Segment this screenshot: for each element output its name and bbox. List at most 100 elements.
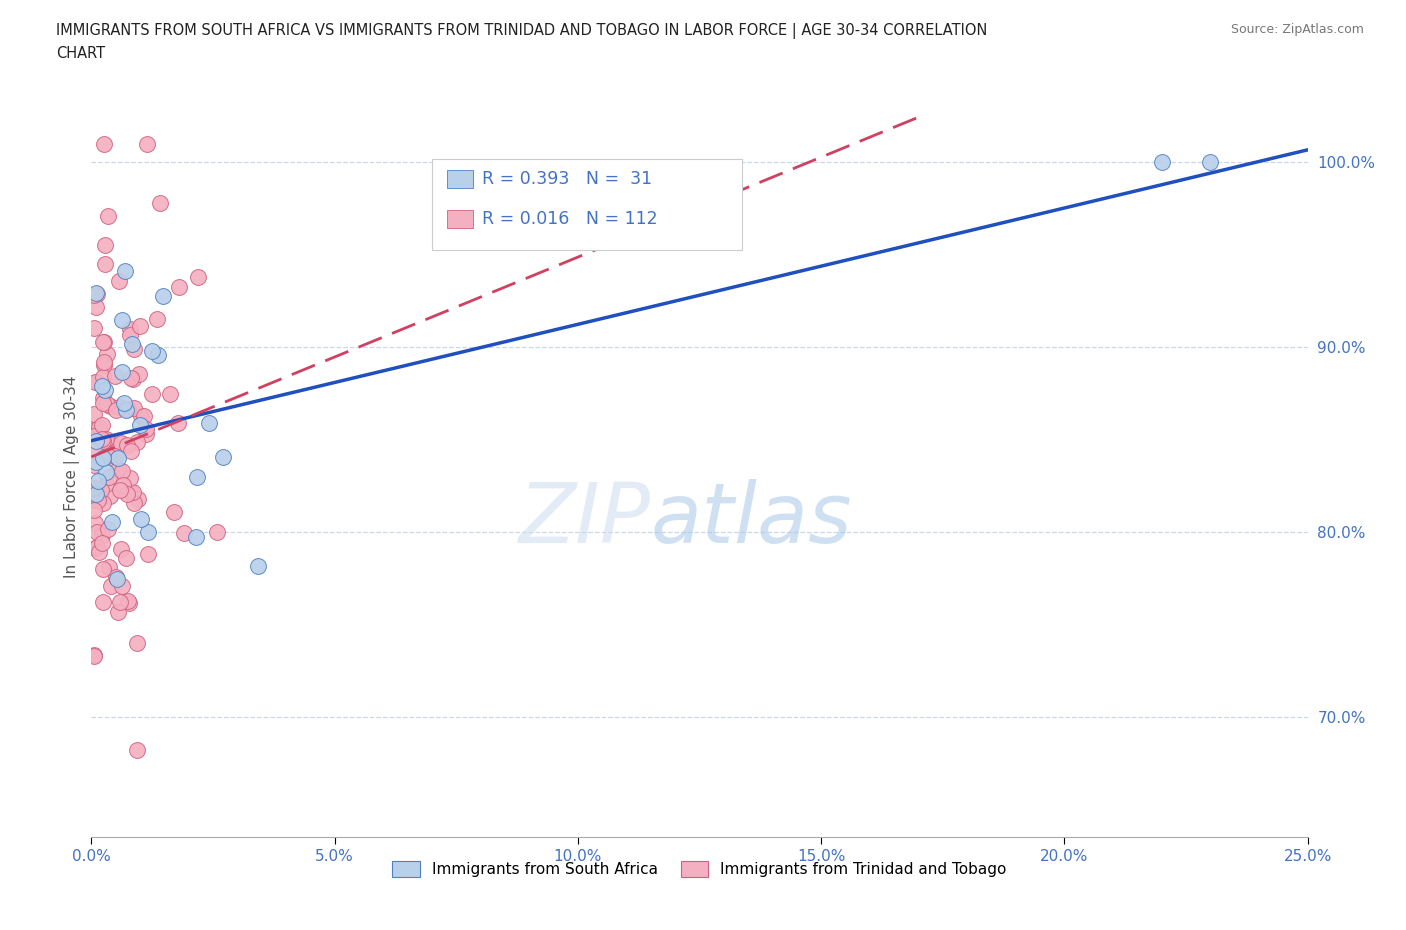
Point bbox=[91, 369, 114, 384]
Point bbox=[91, 527, 114, 542]
Point bbox=[83, 648, 105, 663]
Point bbox=[118, 596, 141, 611]
Point bbox=[90, 418, 112, 432]
Point bbox=[149, 195, 172, 210]
Point bbox=[108, 273, 131, 288]
Point bbox=[167, 280, 190, 295]
Point bbox=[90, 483, 112, 498]
Point bbox=[86, 473, 108, 488]
Point bbox=[96, 347, 118, 362]
Point bbox=[93, 335, 115, 350]
Point bbox=[159, 387, 181, 402]
Point bbox=[83, 492, 105, 507]
Point bbox=[94, 382, 117, 397]
Point bbox=[83, 540, 105, 555]
Point bbox=[115, 551, 138, 565]
Point bbox=[91, 433, 114, 448]
Point bbox=[97, 522, 120, 537]
Legend: Immigrants from South Africa, Immigrants from Trinidad and Tobago: Immigrants from South Africa, Immigrants… bbox=[387, 856, 1012, 884]
FancyBboxPatch shape bbox=[432, 160, 742, 249]
Point bbox=[117, 486, 139, 501]
Point bbox=[84, 286, 107, 300]
Point bbox=[135, 421, 157, 436]
Point bbox=[111, 477, 134, 492]
Point bbox=[83, 422, 105, 437]
Point bbox=[83, 320, 105, 335]
Text: Source: ZipAtlas.com: Source: ZipAtlas.com bbox=[1230, 23, 1364, 36]
Point bbox=[84, 516, 107, 531]
Point bbox=[129, 512, 152, 526]
Point bbox=[122, 485, 145, 499]
Point bbox=[96, 477, 118, 492]
Text: R = 0.016   N = 112: R = 0.016 N = 112 bbox=[482, 209, 658, 228]
Point bbox=[86, 539, 108, 554]
Point bbox=[120, 444, 142, 458]
Point bbox=[97, 448, 120, 463]
Text: IMMIGRANTS FROM SOUTH AFRICA VS IMMIGRANTS FROM TRINIDAD AND TOBAGO IN LABOR FOR: IMMIGRANTS FROM SOUTH AFRICA VS IMMIGRAN… bbox=[56, 23, 987, 39]
Point bbox=[87, 544, 110, 559]
Point bbox=[86, 286, 108, 301]
Point bbox=[127, 492, 149, 507]
Point bbox=[122, 400, 145, 415]
Point bbox=[97, 208, 120, 223]
Point bbox=[129, 409, 152, 424]
Text: CHART: CHART bbox=[56, 46, 105, 60]
Point bbox=[114, 263, 136, 278]
Point bbox=[111, 578, 134, 593]
Point bbox=[125, 434, 148, 449]
Point bbox=[86, 375, 108, 390]
Point bbox=[105, 572, 128, 587]
Point bbox=[104, 570, 127, 585]
Point bbox=[83, 287, 105, 302]
Point bbox=[146, 348, 169, 363]
Point bbox=[93, 354, 115, 369]
Point bbox=[105, 403, 128, 418]
Point bbox=[117, 594, 139, 609]
Point bbox=[110, 435, 132, 450]
Point bbox=[120, 471, 142, 485]
Point bbox=[83, 375, 105, 390]
Point bbox=[86, 300, 108, 315]
Point bbox=[122, 372, 145, 387]
Point bbox=[90, 535, 112, 550]
Point bbox=[1199, 155, 1222, 170]
Point bbox=[83, 648, 105, 663]
Point bbox=[120, 371, 142, 386]
FancyBboxPatch shape bbox=[447, 170, 474, 189]
Point bbox=[141, 387, 163, 402]
Point bbox=[96, 397, 118, 412]
Point bbox=[135, 427, 157, 442]
Point bbox=[84, 486, 107, 501]
Point bbox=[93, 433, 115, 448]
Point bbox=[115, 437, 138, 452]
Point bbox=[197, 416, 219, 431]
Point bbox=[115, 403, 138, 418]
Point bbox=[107, 604, 129, 619]
Point bbox=[104, 368, 127, 383]
Text: atlas: atlas bbox=[651, 479, 852, 561]
Point bbox=[127, 743, 149, 758]
Point bbox=[101, 515, 124, 530]
Point bbox=[111, 463, 134, 478]
Point bbox=[83, 481, 105, 496]
Point bbox=[100, 435, 122, 450]
Point bbox=[121, 337, 143, 352]
Point bbox=[91, 335, 114, 350]
Point bbox=[111, 365, 134, 379]
Point bbox=[96, 432, 118, 446]
Point bbox=[91, 391, 114, 405]
Point bbox=[136, 525, 159, 539]
Point bbox=[91, 395, 114, 410]
Point bbox=[89, 419, 111, 434]
Point bbox=[83, 444, 105, 458]
Point bbox=[98, 559, 121, 574]
Point bbox=[129, 318, 152, 333]
Point bbox=[141, 344, 163, 359]
Text: ZIP: ZIP bbox=[519, 479, 651, 561]
Point bbox=[90, 379, 112, 393]
Point bbox=[1150, 155, 1173, 170]
Point bbox=[98, 470, 121, 485]
Point bbox=[104, 449, 127, 464]
Point bbox=[86, 493, 108, 508]
Text: R = 0.393   N =  31: R = 0.393 N = 31 bbox=[482, 170, 652, 188]
